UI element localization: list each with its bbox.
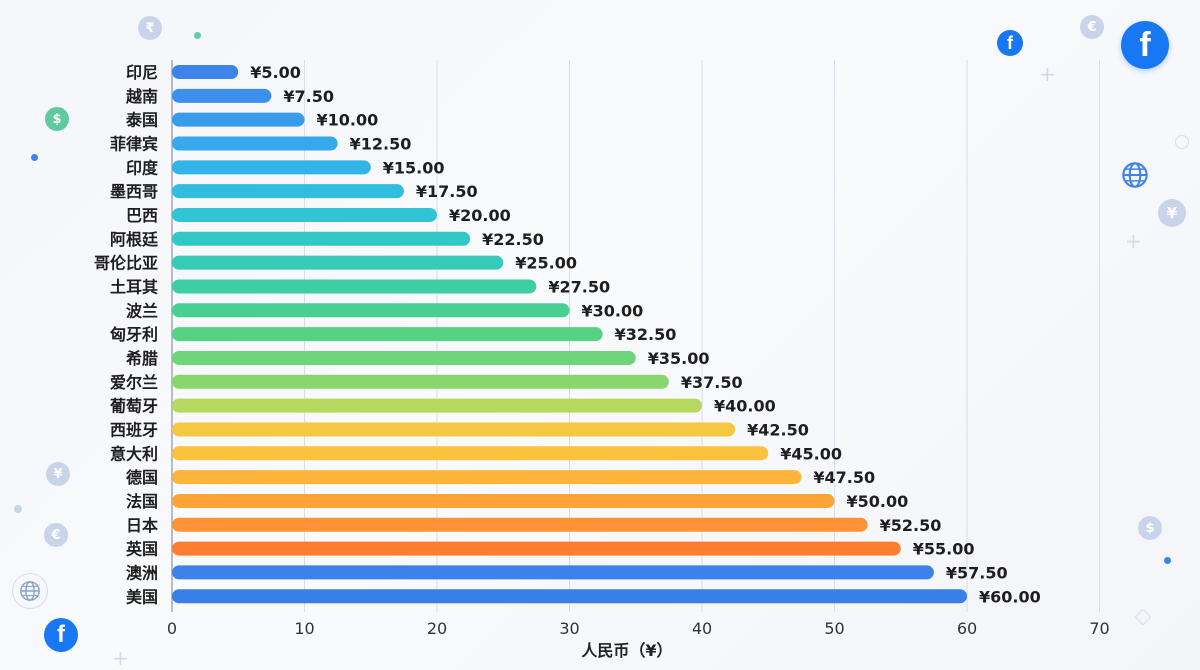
x-tick-label: 70 [1089,619,1109,638]
plus-decor-icon: + [1039,62,1056,86]
x-tick-label: 50 [824,619,844,638]
category-label: 越南 [125,87,158,106]
data-label: ¥22.50 [482,230,544,249]
dollar-coin-icon: $ [45,107,69,131]
data-label: ¥42.50 [747,420,809,439]
plus-decor-icon: + [112,646,129,670]
globe-icon [12,573,48,609]
data-label: ¥45.00 [780,444,842,463]
bar [172,589,967,604]
category-label: 法国 [126,492,158,511]
facebook-icon: f [997,30,1023,56]
data-label: ¥10.00 [317,111,379,130]
category-label: 澳洲 [126,563,158,582]
data-label: ¥37.50 [681,373,743,392]
bar [172,231,471,246]
bar [172,565,934,580]
bar [172,207,437,222]
category-label: 土耳其 [110,277,158,296]
x-tick-label: 40 [692,619,712,638]
data-label: ¥55.00 [913,540,975,559]
bar [172,517,868,532]
bar [172,279,537,294]
data-label: ¥7.50 [283,87,334,106]
category-label: 德国 [126,468,158,487]
data-label: ¥47.50 [813,468,875,487]
data-label: ¥30.00 [582,301,644,320]
data-label: ¥17.50 [416,182,478,201]
category-label: 印度 [126,158,159,177]
data-label: ¥15.00 [383,158,445,177]
data-label: ¥50.00 [847,492,909,511]
decor-dot [1175,135,1189,149]
category-label: 阿根廷 [110,230,159,249]
category-label: 巴西 [126,206,158,225]
rupee-coin-icon: ₹ [138,16,162,40]
category-label: 葡萄牙 [109,397,158,416]
facebook-icon: f [44,618,78,652]
category-label: 泰国 [125,111,158,130]
decor-dot [31,154,38,161]
x-tick-label: 60 [957,619,977,638]
x-tick-label: 30 [559,619,579,638]
plus-decor-icon: + [1125,229,1142,253]
category-label: 英国 [125,540,158,559]
data-label: ¥20.00 [449,206,511,225]
category-label: 日本 [126,516,158,535]
x-tick-label: 0 [167,619,177,638]
x-axis-label: 人民币（¥） [581,641,672,660]
facebook-icon: f [1121,21,1169,69]
category-label: 意大利 [110,444,158,463]
bar [172,136,338,151]
category-label: 菲律宾 [110,134,158,153]
bar [172,303,570,318]
data-label: ¥32.50 [615,325,677,344]
bar [172,160,371,175]
bar [172,255,504,270]
euro-coin-icon: € [1080,15,1104,39]
category-label: 墨西哥 [110,182,158,201]
category-label: 爱尔兰 [110,373,158,392]
category-label: 匈牙利 [109,325,158,344]
category-label: 西班牙 [110,420,158,439]
data-label: ¥35.00 [648,349,710,368]
decor-dot [14,505,22,513]
x-tick-label: 20 [427,619,447,638]
category-label: 印尼 [126,63,158,82]
data-label: ¥52.50 [880,516,942,535]
dollar-coin-icon: $ [1138,516,1162,540]
bar [172,327,603,342]
bar [172,350,636,365]
bar [172,374,669,389]
data-label: ¥27.50 [548,277,610,296]
data-label: ¥40.00 [714,397,776,416]
euro-coin-icon: € [44,523,68,547]
bar [172,422,736,437]
category-label: 希腊 [126,349,158,368]
decor-dot [194,32,201,39]
data-label: ¥57.50 [946,563,1008,582]
category-label: 哥伦比亚 [94,254,158,273]
data-label: ¥60.00 [979,587,1041,606]
decor-dot [1164,557,1171,564]
yen-coin-icon: ¥ [1158,199,1186,227]
bar [172,493,835,508]
bar [172,112,305,127]
data-label: ¥12.50 [350,134,412,153]
bar [172,541,901,556]
category-label: 美国 [126,587,158,606]
bar [172,446,769,461]
data-label: ¥5.00 [250,63,301,82]
x-tick-label: 10 [294,619,314,638]
bar [172,88,272,103]
yen-coin-icon: ¥ [46,462,70,486]
bar [172,184,404,199]
bar [172,470,802,485]
category-label: 波兰 [126,301,158,320]
globe-icon [1121,161,1149,189]
bar [172,398,702,413]
data-label: ¥25.00 [515,254,577,273]
bar [172,65,239,79]
